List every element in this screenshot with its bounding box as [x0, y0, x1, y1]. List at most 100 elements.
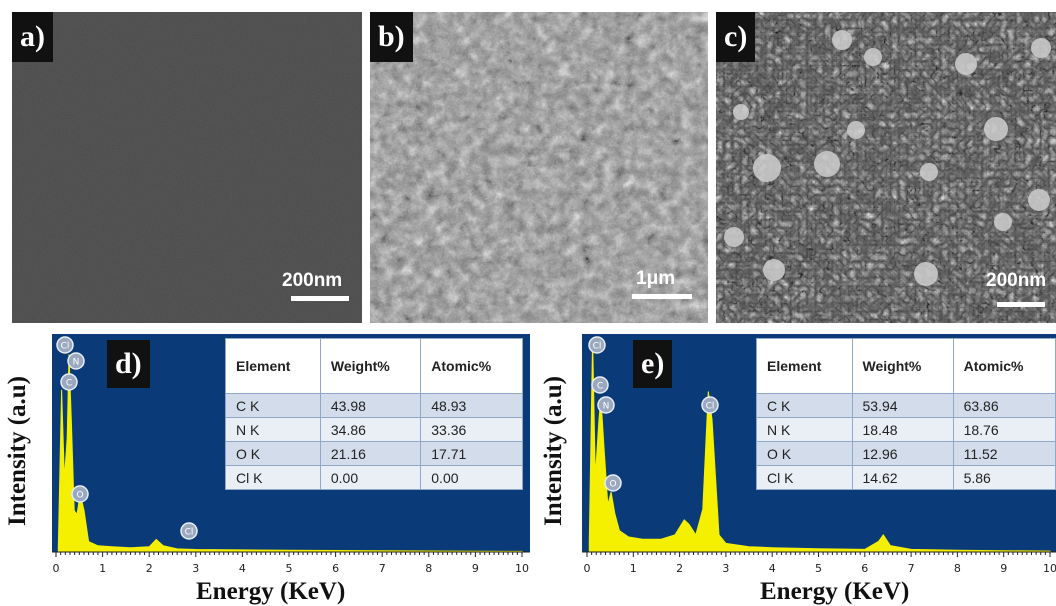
x-tick-label: 5: [286, 562, 293, 575]
spectrum-series: [588, 337, 1051, 553]
x-tick-label: 4: [239, 562, 246, 575]
peak-marker: O: [71, 485, 89, 503]
x-tick-label: 0: [584, 562, 591, 575]
panel-label-e: e): [633, 340, 673, 388]
cell: 5.86: [952, 465, 1056, 490]
x-tick-label: 3: [192, 562, 199, 575]
x-tick-label: 2: [676, 562, 683, 575]
panel-label-b: b): [370, 12, 413, 62]
cell: 33.36: [420, 417, 523, 442]
cell: Cl K: [756, 465, 853, 490]
x-axis-label-e: Energy (KeV): [760, 578, 910, 605]
peak-marker-label: Cl: [706, 402, 715, 412]
peak-marker: Cl: [56, 336, 74, 354]
x-tick-label: 9: [472, 562, 479, 575]
x-tick-label: 2: [146, 562, 153, 575]
peak-marker-circle: [180, 522, 198, 540]
peak-marker-circle: [588, 336, 606, 354]
table-row: N K 34.86 33.36: [225, 417, 523, 442]
cell: 48.93: [420, 393, 523, 418]
cell: O K: [225, 441, 321, 466]
x-axis-label-d: Energy (KeV): [196, 578, 346, 605]
cell: N K: [225, 417, 321, 442]
cell: 34.86: [319, 417, 422, 442]
peak-marker: O: [604, 474, 622, 492]
sem-image-b: [370, 12, 708, 323]
sem-image-a: [12, 12, 362, 323]
x-tick-label: 9: [1000, 562, 1007, 575]
panel-label-c: c): [716, 12, 756, 62]
panel-label-a: a): [12, 12, 53, 62]
peak-marker: N: [597, 396, 615, 414]
peak-marker-circle: [591, 376, 609, 394]
peak-marker-label: C: [597, 382, 603, 392]
cell: 18.48: [851, 417, 954, 442]
col-header-weight: Weight%: [319, 338, 422, 394]
table-row: N K 18.48 18.76: [756, 417, 1056, 442]
cell: 21.16: [319, 441, 422, 466]
x-tick-label: 6: [861, 562, 868, 575]
scale-text-a: 200nm: [282, 270, 343, 291]
peak-marker-label: Cl: [185, 528, 194, 538]
x-tick-label: 1: [630, 562, 637, 575]
scale-text-b: 1μm: [636, 268, 676, 289]
peak-marker: Cl: [588, 336, 606, 354]
cell: O K: [756, 441, 853, 466]
col-header-atomic: Atomic%: [420, 338, 523, 394]
col-header-element: Element: [756, 338, 853, 394]
x-tick-label: 10: [1043, 562, 1056, 575]
x-tick-label: 10: [515, 562, 529, 575]
cell: C K: [225, 393, 321, 418]
peak-marker-circle: [71, 485, 89, 503]
peak-marker-label: N: [603, 402, 610, 412]
cell: C K: [756, 393, 853, 418]
peak-marker-circle: [56, 336, 74, 354]
panel-label-d: d): [107, 340, 150, 388]
cell: 18.76: [952, 417, 1056, 442]
sem-panel-c: c) 200nm: [716, 12, 1056, 323]
scale-bar-c: [997, 302, 1045, 307]
table-row: C K 43.98 48.93: [225, 393, 523, 418]
x-tick-label: 8: [425, 562, 432, 575]
peak-marker-label: C: [66, 379, 72, 389]
x-tick-label: 7: [908, 562, 915, 575]
cell: 17.71: [420, 441, 523, 466]
table-row: O K 21.16 17.71: [225, 441, 523, 466]
peak-marker: N: [67, 352, 85, 370]
cell: 53.94: [851, 393, 954, 418]
x-tick-label: 0: [53, 562, 60, 575]
x-tick-label: 5: [815, 562, 822, 575]
peak-marker-label: O: [76, 491, 83, 501]
peak-marker: Cl: [701, 396, 719, 414]
cell: 14.62: [851, 465, 954, 490]
peak-marker-label: Cl: [61, 342, 70, 352]
scale-text-c: 200nm: [986, 270, 1047, 291]
cell: 63.86: [952, 393, 1056, 418]
cell: 11.52: [952, 441, 1056, 466]
cell: 0.00: [319, 465, 422, 490]
sem-panel-a: a) 200nm: [12, 12, 362, 323]
scale-bar-b: [632, 294, 692, 299]
x-tick-label: 4: [769, 562, 776, 575]
col-header-atomic: Atomic%: [952, 338, 1056, 394]
peak-marker-circle: [597, 396, 615, 414]
col-header-element: Element: [225, 338, 321, 394]
x-tick-label: 7: [379, 562, 386, 575]
peak-marker-label: N: [73, 358, 80, 368]
cell: 0.00: [420, 465, 523, 490]
peak-marker: C: [591, 376, 609, 394]
cell: N K: [756, 417, 853, 442]
peak-marker-circle: [701, 396, 719, 414]
x-tick-label: 3: [722, 562, 729, 575]
x-tick-label: 6: [332, 562, 339, 575]
peak-marker-circle: [67, 352, 85, 370]
sem-image-c: [716, 12, 1056, 323]
peak-marker-label: O: [609, 480, 616, 490]
cell: 12.96: [851, 441, 954, 466]
table-row: Cl K 0.00 0.00: [225, 465, 523, 490]
peak-marker: Cl: [180, 522, 198, 540]
peak-marker-circle: [60, 373, 78, 391]
scale-bar-a: [291, 296, 349, 301]
